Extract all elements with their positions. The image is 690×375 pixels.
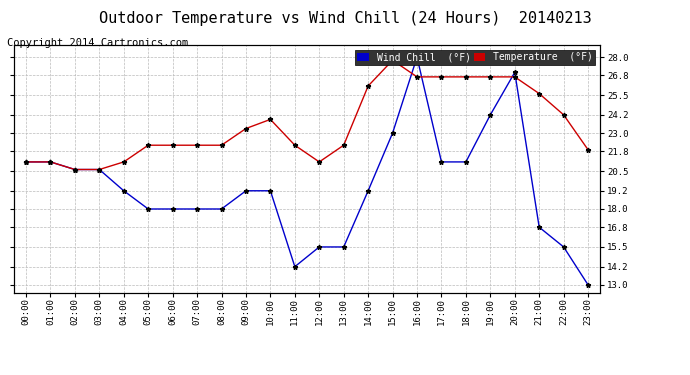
Text: Outdoor Temperature vs Wind Chill (24 Hours)  20140213: Outdoor Temperature vs Wind Chill (24 Ho… — [99, 11, 591, 26]
Legend: Wind Chill  (°F), Temperature  (°F): Wind Chill (°F), Temperature (°F) — [355, 50, 595, 65]
Text: Copyright 2014 Cartronics.com: Copyright 2014 Cartronics.com — [7, 38, 188, 48]
